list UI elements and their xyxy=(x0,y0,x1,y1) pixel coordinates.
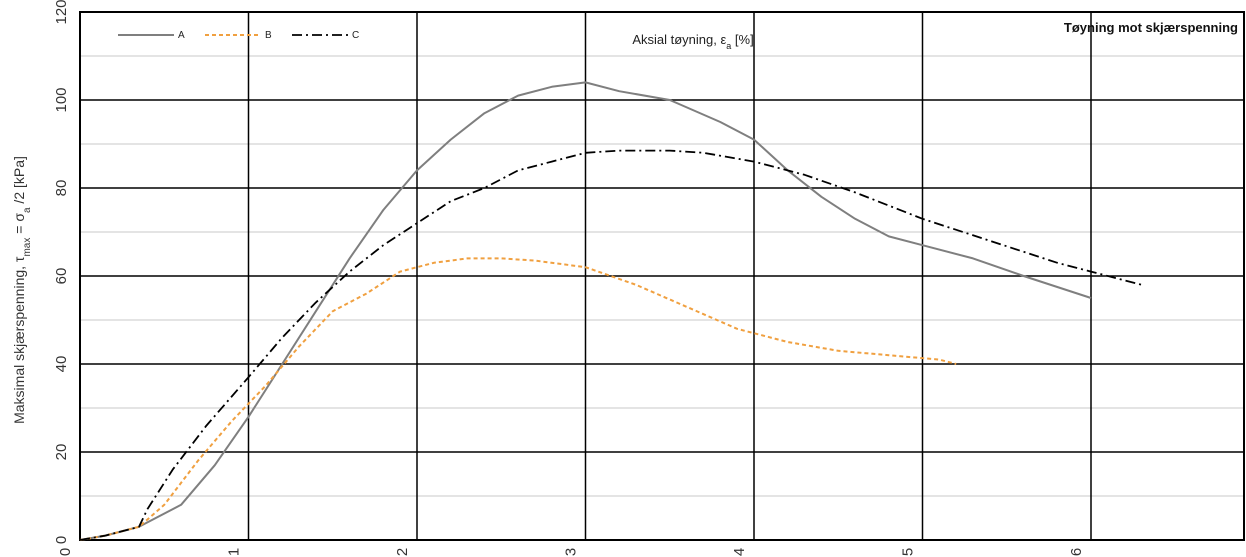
x-tick-label: 6 xyxy=(1068,548,1085,556)
y-tick-label: 40 xyxy=(53,356,70,373)
plot-border xyxy=(79,11,1245,541)
y-tick-label: 100 xyxy=(53,87,70,112)
series-line-b xyxy=(79,257,957,541)
x-axis-label: Aksial tøyning, εa [%] xyxy=(632,32,753,51)
major-grid xyxy=(80,12,1244,540)
x-tick-label: 3 xyxy=(563,548,580,556)
series-layer xyxy=(79,81,1142,541)
y-tick-label: 0 xyxy=(53,536,70,544)
legend-label-c: C xyxy=(352,30,359,41)
legend-label-a: A xyxy=(178,30,185,41)
chart-title: Tøyning mot skjærspenning xyxy=(1064,20,1238,35)
x-tick-label: 5 xyxy=(900,548,917,556)
y-axis-label: Maksimal skjærspenning, τmax = σa /2 [kP… xyxy=(11,156,33,424)
y-tick-label: 80 xyxy=(53,180,70,197)
y-tick-label: 120 xyxy=(53,0,70,25)
x-tick-label: 1 xyxy=(226,548,243,556)
legend-label-b: B xyxy=(265,30,272,41)
y-tick-labels: 0 20 40 60 80 100 120 xyxy=(53,0,70,544)
minor-grid xyxy=(80,55,1244,497)
series-line-c xyxy=(79,149,1142,541)
series-line-a xyxy=(79,81,1092,541)
x-tick-label: 0 xyxy=(57,548,74,556)
y-tick-label: 60 xyxy=(53,268,70,285)
legend: A B C xyxy=(118,30,359,41)
y-tick-label: 20 xyxy=(53,444,70,461)
x-tick-labels: 0 1 2 3 4 5 6 xyxy=(57,548,1085,556)
x-tick-label: 4 xyxy=(731,548,748,556)
x-tick-label: 2 xyxy=(394,548,411,556)
